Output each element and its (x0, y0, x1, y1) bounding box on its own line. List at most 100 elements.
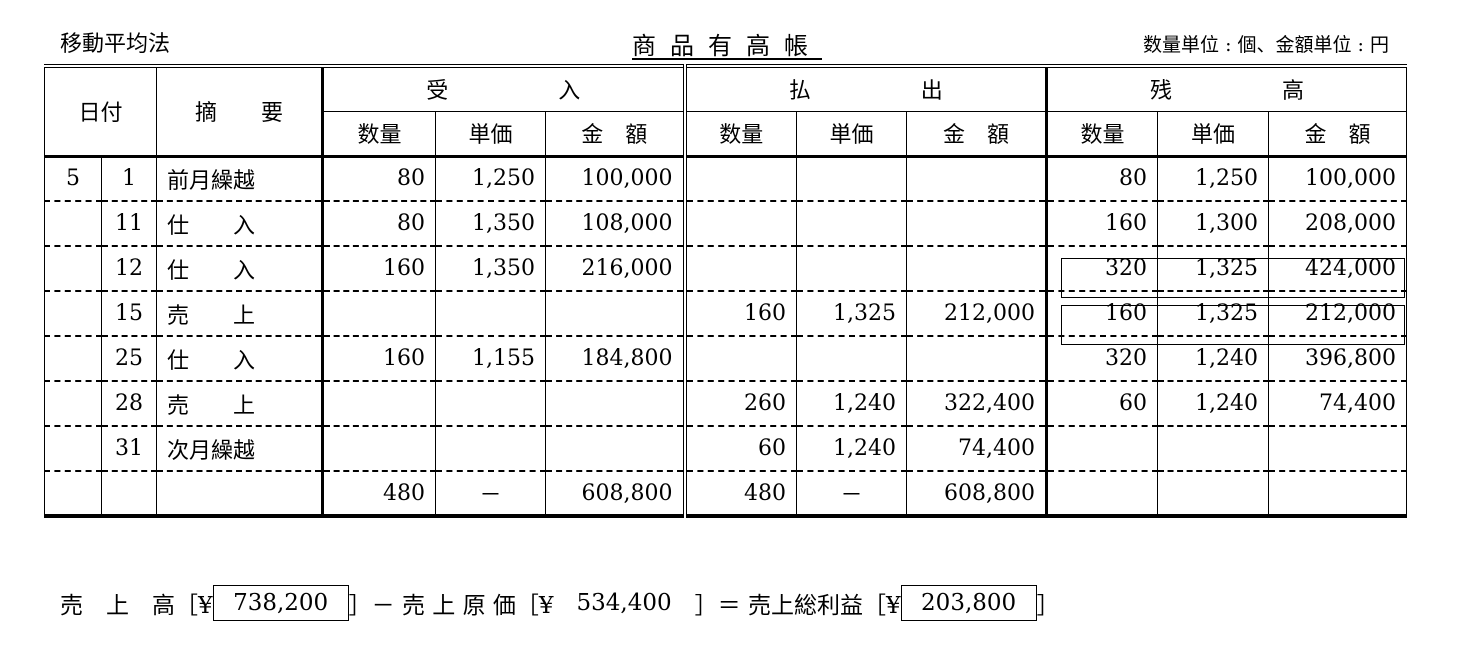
balance-amount-cell: 208,000 (1268, 200, 1407, 247)
balance-qty-cell: 60 (1045, 380, 1158, 427)
table-row: 12 仕 入 160 1,350 216,000 320 1,325 424,000 (44, 245, 1407, 292)
day-cell: 31 (101, 425, 157, 472)
day-cell: 15 (101, 290, 157, 337)
balance-qty-cell: 80 (1045, 155, 1158, 202)
valuation-method: 移動平均法 (60, 32, 171, 57)
balance-amount-cell (1268, 470, 1407, 518)
issue-price-cell (796, 155, 907, 202)
balance-price-cell: 1,250 (1157, 155, 1269, 202)
balance-amount-cell: 100,000 (1268, 155, 1407, 202)
issue-amount-cell (906, 245, 1047, 292)
issue-amount-cell: 74,400 (906, 425, 1047, 472)
receipt-price-cell: 1,250 (435, 155, 546, 202)
header-amount: 金 額 (906, 110, 1047, 158)
issue-qty-cell (682, 245, 797, 292)
sales-value: 738,200 (212, 585, 349, 621)
page-title: 商品有高帳 (632, 32, 822, 60)
receipt-price-cell: － (435, 470, 546, 518)
issue-price-cell: － (796, 470, 907, 518)
balance-qty-cell (1045, 470, 1158, 518)
units-note: 数量単位 : 個、金額単位 : 円 (1143, 34, 1389, 56)
balance-amount-cell: 74,400 (1268, 380, 1407, 427)
description-cell: 売 上 (156, 380, 323, 427)
receipt-qty-cell (321, 425, 436, 472)
receipt-qty-cell: 160 (321, 335, 436, 382)
balance-qty-cell: 320 (1045, 335, 1158, 382)
issue-amount-cell (906, 335, 1047, 382)
balance-price-cell (1157, 470, 1269, 518)
receipt-price-cell: 1,350 (435, 200, 546, 247)
header-qty: 数量 (321, 110, 436, 158)
balance-qty-cell: 320 (1045, 245, 1158, 292)
month-cell (44, 470, 102, 518)
table-row: 11 仕 入 80 1,350 108,000 160 1,300 208,000 (44, 200, 1407, 247)
month-cell (44, 290, 102, 337)
receipt-amount-cell (545, 425, 685, 472)
day-cell (101, 470, 157, 518)
table-row: 28 売 上 260 1,240 322,400 60 1,240 74,400 (44, 380, 1407, 427)
receipt-price-cell: 1,155 (435, 335, 546, 382)
description-cell: 売 上 (156, 290, 323, 337)
issue-amount-cell: 212,000 (906, 290, 1047, 337)
balance-amount-cell: 424,000 (1268, 245, 1407, 292)
balance-amount-cell: 396,800 (1268, 335, 1407, 382)
issue-price-cell: 1,325 (796, 290, 907, 337)
receipt-amount-cell: 608,800 (545, 470, 685, 518)
receipt-amount-cell (545, 380, 685, 427)
receipt-price-cell (435, 290, 546, 337)
issue-qty-cell: 260 (682, 380, 797, 427)
issue-qty-cell (682, 155, 797, 202)
balance-qty-cell (1045, 425, 1158, 472)
receipt-amount-cell: 184,800 (545, 335, 685, 382)
month-cell (44, 335, 102, 382)
receipt-qty-cell: 480 (321, 470, 436, 518)
header-qty: 数量 (682, 110, 797, 158)
table-row: 31 次月繰越 60 1,240 74,400 (44, 425, 1407, 472)
day-cell: 11 (101, 200, 157, 247)
receipt-price-cell (435, 380, 546, 427)
header-qty: 数量 (1045, 110, 1158, 158)
highlight-box-row-12 (1061, 258, 1405, 298)
receipt-qty-cell: 80 (321, 200, 436, 247)
header-issues: 払 出 (682, 65, 1047, 112)
header-amount: 金 額 (1268, 110, 1407, 158)
issue-price-cell: 1,240 (796, 380, 907, 427)
issue-amount-cell (906, 200, 1047, 247)
day-cell: 25 (101, 335, 157, 382)
issue-amount-cell: 608,800 (906, 470, 1047, 518)
description-cell: 次月繰越 (156, 425, 323, 472)
issue-amount-cell (906, 155, 1047, 202)
balance-price-cell (1157, 425, 1269, 472)
balance-price-cell: 1,240 (1157, 335, 1269, 382)
receipt-qty-cell: 160 (321, 245, 436, 292)
issue-qty-cell (682, 335, 797, 382)
receipt-qty-cell (321, 290, 436, 337)
sales-label: 売 上 高［¥ (60, 593, 213, 619)
cogs-label: ］－ 売 上 原 価［¥ (348, 593, 577, 619)
table-row: 5 1 前月繰越 80 1,250 100,000 80 1,250 100,000 (44, 155, 1407, 202)
month-cell (44, 380, 102, 427)
issue-price-cell (796, 335, 907, 382)
month-cell: 5 (44, 155, 102, 202)
issue-qty-cell: 60 (682, 425, 797, 472)
month-cell (44, 200, 102, 247)
header-receipts: 受 入 (321, 65, 685, 112)
day-cell: 12 (101, 245, 157, 292)
issue-price-cell: 1,240 (796, 425, 907, 472)
gross-profit-value: 203,800 (900, 585, 1037, 621)
description-cell: 前月繰越 (156, 155, 323, 202)
description-cell (156, 470, 323, 518)
balance-amount-cell (1268, 425, 1407, 472)
header-price: 単価 (796, 110, 907, 158)
day-cell: 1 (101, 155, 157, 202)
description-cell: 仕 入 (156, 335, 323, 382)
receipt-amount-cell: 108,000 (545, 200, 685, 247)
cogs-value: 534,400 (576, 590, 672, 616)
header-description: 摘 要 (156, 65, 323, 158)
gross-profit-summary: 売 上 高［¥ 738,200 ］－ 売 上 原 価［¥ 534,400 ］＝ … (60, 585, 1060, 621)
issue-qty-cell: 160 (682, 290, 797, 337)
balance-price-cell: 1,325 (1157, 245, 1269, 292)
receipt-qty-cell: 80 (321, 155, 436, 202)
balance-price-cell: 1,300 (1157, 200, 1269, 247)
receipt-amount-cell: 216,000 (545, 245, 685, 292)
